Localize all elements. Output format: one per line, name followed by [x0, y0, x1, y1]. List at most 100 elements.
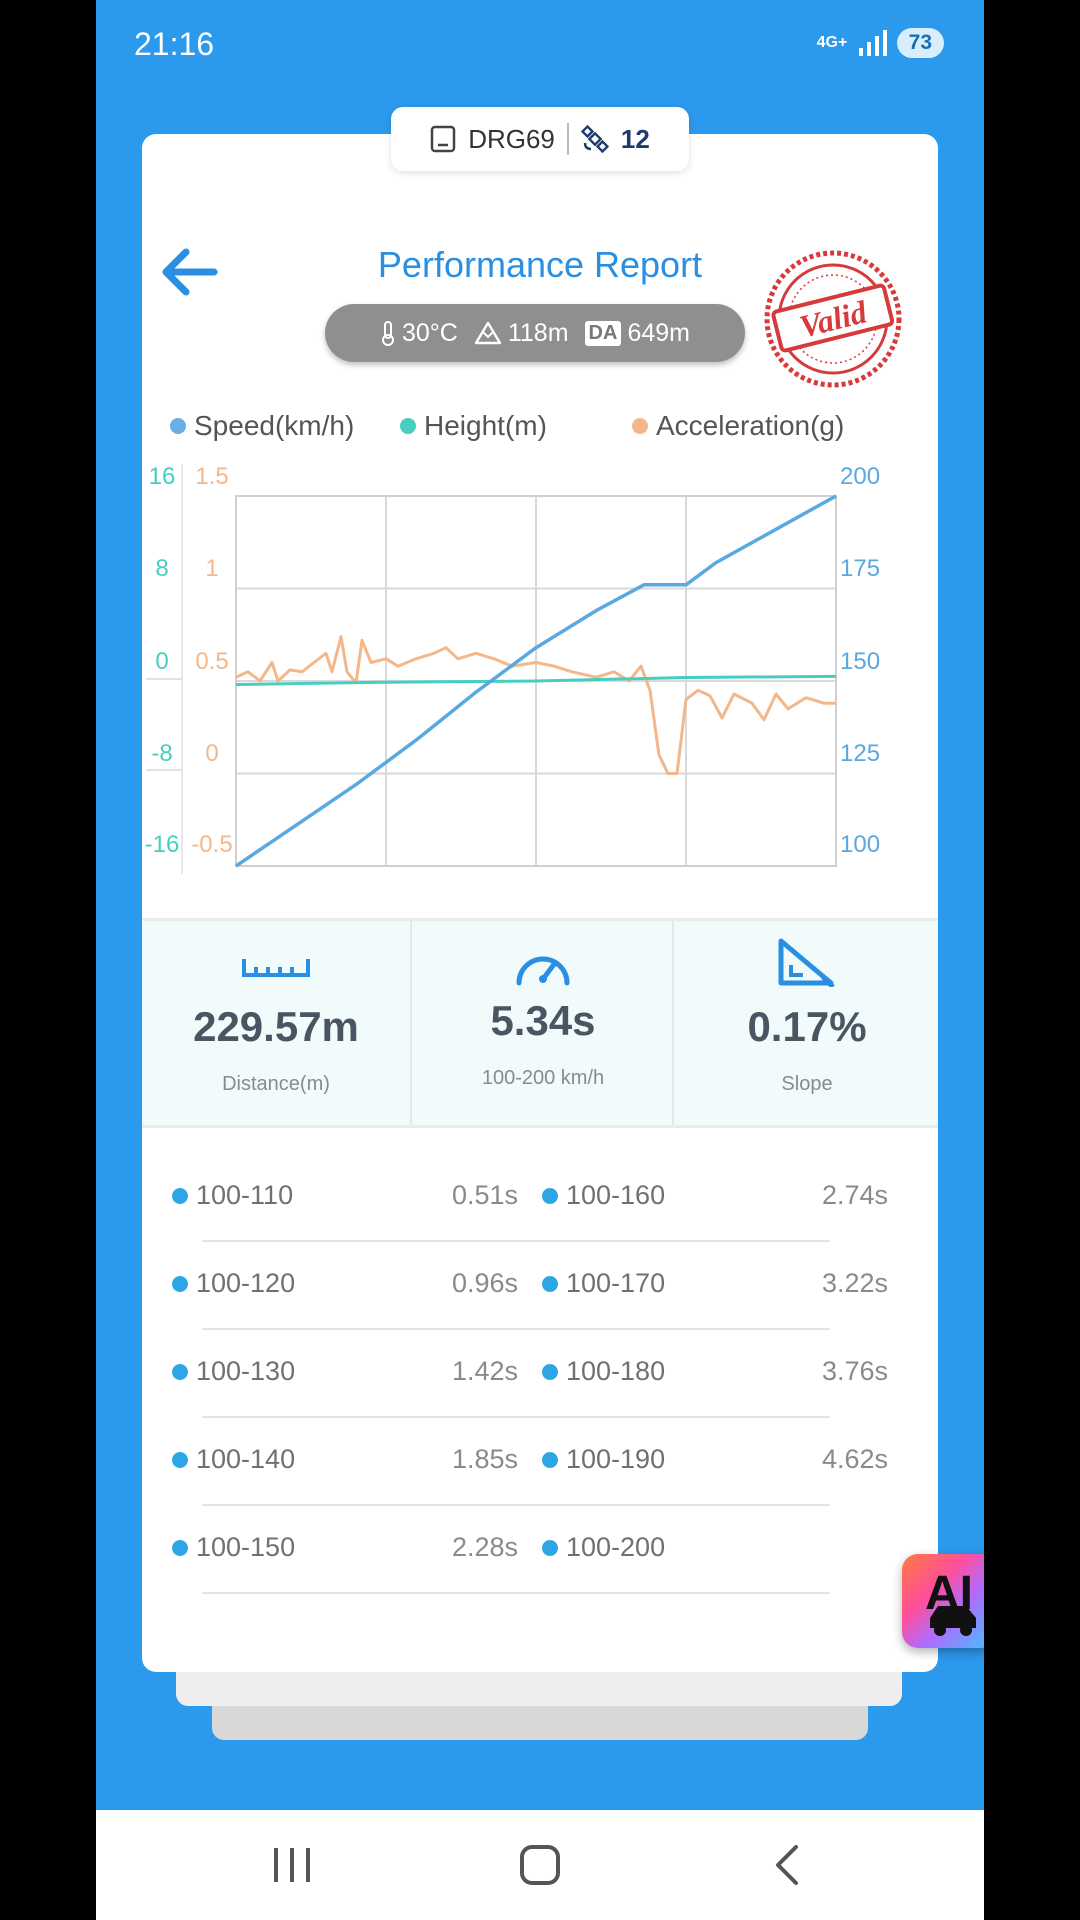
- legend-speed[interactable]: Speed(km/h): [170, 410, 354, 442]
- split-dot: [172, 1540, 188, 1556]
- legend-dot-height: [400, 418, 416, 434]
- split-time-value: 3.76s: [821, 1356, 888, 1386]
- summary-slope: 0.17% Slope: [672, 921, 938, 1125]
- network-type-label: 4G+: [816, 34, 848, 51]
- split-dot: [172, 1364, 188, 1380]
- split-divider: [202, 1240, 830, 1242]
- ai-assistant-button[interactable]: AI: [902, 1554, 984, 1648]
- status-bar: 21:16 4G+ 73: [96, 0, 984, 90]
- temperature-item: 30°C: [380, 319, 458, 348]
- split-time-value: 4.62s: [821, 1444, 888, 1474]
- altitude-value: 118m: [507, 318, 569, 347]
- split-time-value: 1.42s: [451, 1356, 518, 1386]
- split-range-label: 100-190: [566, 1444, 666, 1474]
- split-dot: [172, 1452, 188, 1468]
- split-row: 100-130 1.42s 100-180 3.76s: [142, 1330, 938, 1418]
- back-arrow-icon[interactable]: [156, 244, 220, 300]
- split-range-label: 100-120: [196, 1268, 296, 1298]
- altitude-item: 118m: [474, 319, 569, 348]
- split-dot: [542, 1276, 558, 1292]
- satellite-count: 12: [620, 123, 650, 154]
- summary-distance: 229.57m Distance(m): [142, 921, 410, 1125]
- thermometer-icon: [382, 321, 394, 346]
- da-badge: DA: [584, 320, 622, 346]
- speed-tick-label: 175: [840, 555, 880, 582]
- split-time-value: 0.96s: [451, 1268, 518, 1298]
- split-time-value: 2.28s: [451, 1532, 518, 1562]
- time-value: 5.34s: [490, 997, 596, 1044]
- legend-dot-speed: [170, 418, 186, 434]
- split-time-value: 3.22s: [821, 1268, 888, 1298]
- slope-label: Slope: [781, 1073, 833, 1095]
- split-divider: [202, 1328, 830, 1330]
- device-name: DRG69: [468, 123, 555, 154]
- split-range-label: 100-150: [196, 1532, 296, 1562]
- height-tick-label: 16: [149, 464, 176, 490]
- speed-tick-label: 200: [840, 464, 880, 490]
- split-range-label: 100-140: [196, 1444, 296, 1474]
- series-line-speed: [235, 494, 837, 868]
- split-divider: [202, 1592, 830, 1594]
- split-dot: [542, 1364, 558, 1380]
- split-dot: [542, 1452, 558, 1468]
- mountain-icon: [474, 321, 502, 345]
- report-card: Performance Report Valid 30°C 11: [142, 134, 938, 1672]
- device-tab[interactable]: DRG69 12: [391, 107, 689, 171]
- speed-tick-label: 125: [840, 740, 880, 767]
- recent-apps-icon[interactable]: [232, 1810, 352, 1920]
- height-tick-label: 0: [155, 648, 168, 675]
- app-screen: 21:16 4G+ 73 DRG69: [96, 0, 984, 1920]
- speed-tick-label: 100: [840, 831, 880, 858]
- legend-label-acceleration: Acceleration(g): [656, 410, 845, 441]
- density-altitude-value: 649m: [627, 318, 690, 347]
- slope-icon: [778, 938, 835, 987]
- acceleration-tick-label: 1: [205, 555, 218, 582]
- chart-legend: Speed(km/h) Height(m) Acceleration(g): [142, 410, 938, 450]
- height-tick-label: -8: [151, 740, 172, 767]
- split-range-label: 100-200: [566, 1532, 666, 1562]
- acceleration-tick-label: 0: [205, 740, 218, 767]
- split-time-value: 2.74s: [821, 1180, 888, 1210]
- legend-acceleration[interactable]: Acceleration(g): [632, 410, 844, 442]
- ruler-icon: [242, 959, 310, 977]
- distance-label: Distance(m): [222, 1073, 330, 1095]
- temperature-value: 30°C: [402, 318, 458, 347]
- car-icon: [930, 1606, 976, 1636]
- legend-height[interactable]: Height(m): [400, 410, 547, 442]
- split-time-value: 0.51s: [451, 1180, 518, 1210]
- acceleration-tick-label: 1.5: [195, 464, 228, 490]
- legend-label-speed: Speed(km/h): [194, 410, 355, 441]
- plot-frame: [235, 495, 837, 867]
- split-range-label: 100-130: [196, 1356, 296, 1386]
- valid-stamp-icon: Valid: [764, 250, 902, 388]
- distance-value: 229.57m: [193, 1003, 359, 1050]
- acceleration-tick-label: 0.5: [195, 648, 228, 675]
- split-row: 100-150 2.28s 100-200: [142, 1506, 938, 1594]
- speed-tick-label: 150: [840, 648, 880, 675]
- page-title: Performance Report: [377, 244, 703, 285]
- height-tick-label: -16: [145, 831, 180, 858]
- device-icon: [430, 125, 456, 153]
- back-nav-icon[interactable]: [726, 1810, 846, 1920]
- split-dot: [542, 1188, 558, 1204]
- tab-separator: [566, 123, 569, 155]
- system-nav-bar: [96, 1810, 984, 1920]
- legend-label-height: Height(m): [424, 410, 547, 441]
- split-time-value: 1.85s: [451, 1444, 518, 1474]
- split-range-label: 100-170: [566, 1268, 666, 1298]
- performance-chart[interactable]: 16 8 0 -8 -16 1.5 1 0.5 0 -0.5 200 175 150 125 100: [142, 464, 938, 874]
- speedometer-icon: [516, 956, 570, 986]
- split-divider: [202, 1504, 830, 1506]
- status-time: 21:16: [134, 26, 215, 62]
- home-icon[interactable]: [480, 1810, 600, 1920]
- split-row: 100-140 1.85s 100-190 4.62s: [142, 1418, 938, 1506]
- density-altitude-item: DA 649m: [584, 318, 690, 348]
- conditions-pill: 30°C 118m DA 649m: [325, 304, 745, 362]
- time-label: 100-200 km/h: [481, 1067, 605, 1089]
- status-icons: 4G+ 73: [817, 28, 944, 58]
- split-dot: [172, 1276, 188, 1292]
- split-dot: [542, 1540, 558, 1556]
- battery-indicator: 73: [896, 28, 944, 58]
- height-tick-label: 8: [155, 555, 168, 582]
- split-row: 100-120 0.96s 100-170 3.22s: [142, 1242, 938, 1330]
